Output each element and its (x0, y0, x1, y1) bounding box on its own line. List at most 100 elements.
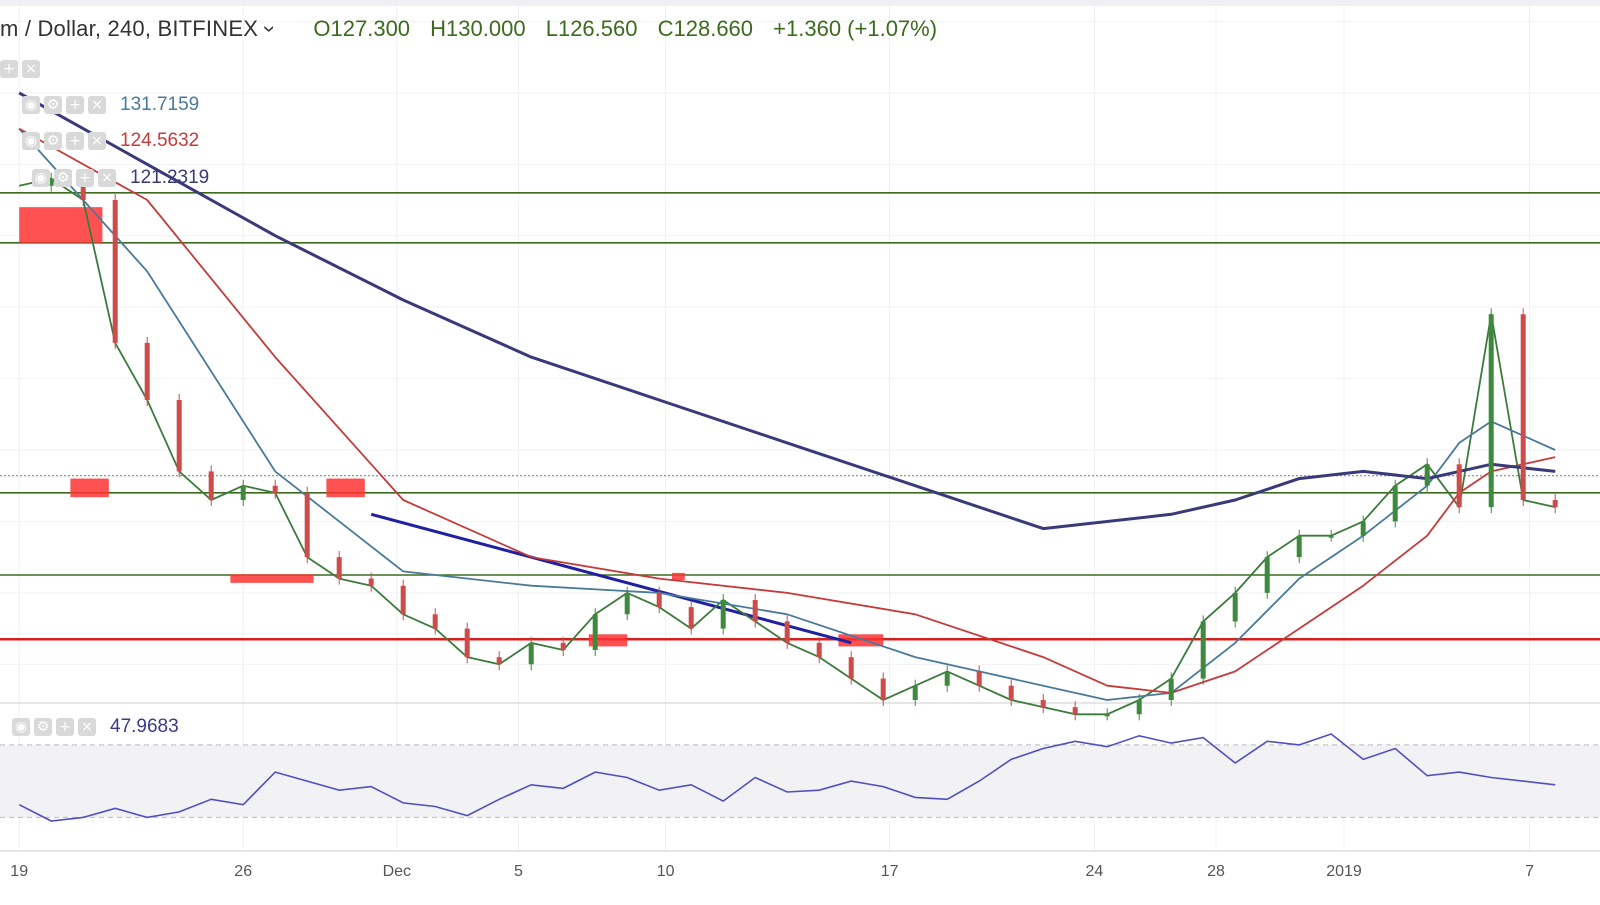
candle-body (1168, 678, 1174, 700)
candle-body (240, 485, 246, 500)
candle-body (1104, 714, 1110, 717)
candle-body (1328, 535, 1334, 538)
candle-body (1264, 557, 1270, 593)
candle-body (464, 628, 470, 658)
top-border (0, 0, 1600, 6)
zone-1 (70, 478, 109, 498)
candle-body (1008, 685, 1014, 700)
candle-body (176, 400, 182, 472)
candle-body (304, 492, 310, 558)
zone-4 (588, 634, 628, 647)
gear-icon[interactable]: ⚙ (54, 169, 72, 187)
candle-body (528, 642, 534, 665)
candle-body (1456, 464, 1462, 508)
close-icon[interactable]: × (78, 718, 96, 736)
add-icon[interactable]: + (66, 132, 84, 150)
x-tick-label: 26 (234, 863, 252, 880)
gear-icon[interactable]: ⚙ (44, 132, 62, 150)
series-2 (18, 127, 1556, 694)
x-tick-label: 5 (514, 863, 523, 880)
candle-body (112, 200, 118, 343)
add-icon[interactable]: + (0, 60, 18, 78)
high-value: H130.000 (430, 16, 526, 41)
rsi-line (18, 733, 1556, 822)
candle-body (496, 657, 502, 665)
candle-body (1136, 700, 1142, 715)
low-value: L126.560 (545, 16, 638, 41)
close-icon[interactable]: × (88, 132, 106, 150)
candle-body (912, 685, 918, 700)
indicator-row-ema20: ◉ ⚙ + × 131.7159 (22, 94, 199, 116)
ema20-value: 131.7159 (120, 94, 200, 115)
x-tick-label: 7 (1525, 863, 1534, 880)
change-value: +1.360 (+1.07%) (773, 16, 938, 41)
candle-body (752, 600, 758, 622)
ema50-value: 124.5632 (120, 130, 200, 151)
x-tick-label: 17 (881, 863, 899, 880)
rsi-band (0, 744, 1600, 818)
candle-body (144, 342, 150, 400)
candle-body (624, 592, 630, 615)
candle-body (848, 657, 854, 679)
candle-body (1424, 464, 1430, 486)
add-icon[interactable]: + (76, 169, 94, 187)
candle-body (1392, 485, 1398, 522)
candle-body (1360, 521, 1366, 536)
eye-icon[interactable]: ◉ (32, 169, 50, 187)
candle-body (432, 614, 438, 629)
symbol-name[interactable]: m / Dollar, 240, BITFINEX (0, 16, 259, 41)
eye-icon[interactable]: ◉ (12, 718, 30, 736)
zone-5 (672, 572, 685, 580)
indicator-row-ema200: ◉ ⚙ + × 121.2319 (32, 167, 209, 189)
candle-body (560, 642, 566, 650)
close-icon[interactable]: × (22, 60, 40, 78)
chevron-down-icon[interactable]: ‹ (254, 25, 280, 33)
candle-body (688, 607, 694, 629)
candle-body (368, 578, 374, 586)
candle-body (1200, 621, 1206, 679)
close-icon[interactable]: × (88, 96, 106, 114)
candle-body (336, 557, 342, 579)
x-tick-label: Dec (383, 863, 411, 880)
rsi-legend: ◉ ⚙ + × 47.9683 (12, 716, 179, 738)
candle-body (272, 485, 278, 493)
x-tick-label: 24 (1086, 863, 1104, 880)
candle-body (944, 671, 950, 686)
candle-body (784, 621, 790, 643)
candle-body (720, 600, 726, 629)
add-icon[interactable]: + (66, 96, 84, 114)
zone-2 (230, 574, 314, 583)
x-tick-label: 19 (10, 863, 28, 880)
candle-body (1072, 707, 1078, 715)
close-icon[interactable]: × (98, 169, 116, 187)
ohlc-values: O127.300 H130.000 L126.560 C128.660 +1.3… (313, 16, 951, 42)
candle-body (400, 585, 406, 615)
candle-body (208, 471, 214, 500)
ema200-value: 121.2319 (130, 167, 210, 188)
series-1 (18, 127, 1556, 701)
add-icon[interactable]: + (56, 718, 74, 736)
candle-body (880, 678, 886, 700)
candle-body (656, 592, 662, 608)
trendline (370, 512, 852, 645)
candle-body (1488, 314, 1494, 508)
candle-body (1296, 535, 1302, 558)
zone-3 (326, 478, 365, 498)
candle-body (1552, 500, 1558, 508)
candle-body (976, 671, 982, 686)
candle-body (592, 614, 598, 650)
candle-body (1232, 592, 1238, 622)
rsi-value: 47.9683 (110, 716, 179, 737)
gear-icon[interactable]: ⚙ (34, 718, 52, 736)
candle-body (48, 178, 54, 186)
x-tick-label: 2019 (1326, 863, 1362, 880)
series-3 (18, 91, 1556, 531)
eye-icon[interactable]: ◉ (22, 132, 40, 150)
indicator-row-volume: + × (0, 58, 40, 80)
x-tick-label: 10 (657, 863, 675, 880)
zone-0 (19, 207, 103, 243)
eye-icon[interactable]: ◉ (22, 96, 40, 114)
gear-icon[interactable]: ⚙ (44, 96, 62, 114)
